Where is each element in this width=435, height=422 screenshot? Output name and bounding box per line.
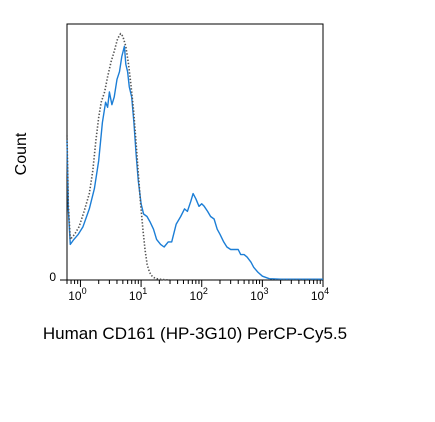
x-tick-label: 100 <box>68 286 86 303</box>
series-layer <box>66 32 323 281</box>
x-axis-label: Human CD161 (HP-3G10) PerCP-Cy5.5 <box>43 324 347 343</box>
control-histogram-line <box>66 32 323 281</box>
x-tick-label: 103 <box>250 286 268 303</box>
y-axis: 0 <box>49 270 67 284</box>
x-tick-label: 101 <box>129 286 147 303</box>
plot-frame <box>66 23 324 281</box>
x-axis: 100 101 102 103 104 <box>66 280 329 303</box>
x-tick-label: 102 <box>190 286 208 303</box>
stained-histogram-line <box>66 45 323 280</box>
x-tick-label: 104 <box>311 286 329 303</box>
y-tick-label: 0 <box>49 270 56 284</box>
y-axis-label: Count <box>13 132 30 175</box>
